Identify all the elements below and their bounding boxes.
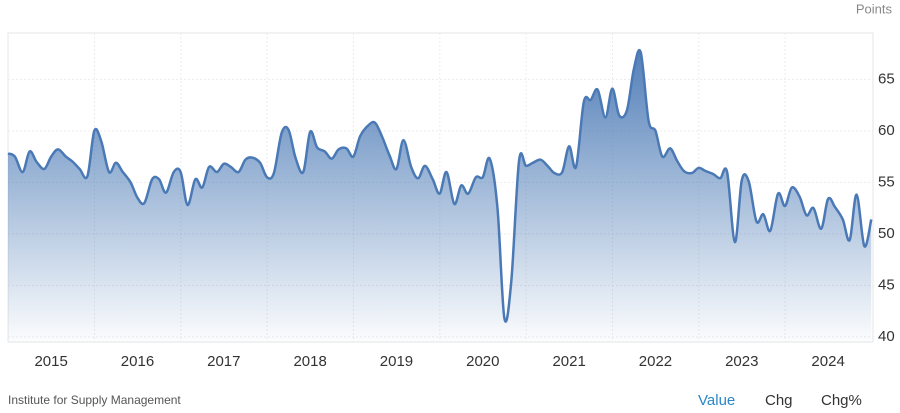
x-tick-label: 2021 — [552, 353, 585, 370]
area — [8, 50, 872, 342]
y-tick-label: 45 — [878, 276, 895, 293]
x-tick-label: 2016 — [121, 353, 154, 370]
unit-label: Points — [856, 1, 893, 16]
x-tick-label: 2022 — [639, 353, 672, 370]
line — [7, 48, 873, 323]
x-tick-label: 2023 — [725, 353, 758, 370]
x-tick-label: 2024 — [811, 353, 844, 370]
y-tick-label: 40 — [878, 328, 895, 345]
x-tick-label: 2018 — [293, 353, 326, 370]
source: Institute for Supply Management — [8, 393, 181, 407]
x-tick-label: 2020 — [466, 353, 499, 370]
x-tick-label: 2019 — [380, 353, 413, 370]
x-tick-label: 2015 — [34, 353, 67, 370]
y-tick-label: 50 — [878, 225, 895, 242]
chg-button[interactable]: Chg — [765, 392, 793, 409]
chg-pct-button[interactable]: Chg% — [821, 392, 862, 409]
value-button[interactable]: Value — [698, 392, 735, 409]
x-tick-label: 2017 — [207, 353, 240, 370]
y-tick-label: 65 — [878, 70, 895, 87]
y-tick-label: 55 — [878, 173, 895, 190]
y-tick-label: 60 — [878, 122, 895, 139]
